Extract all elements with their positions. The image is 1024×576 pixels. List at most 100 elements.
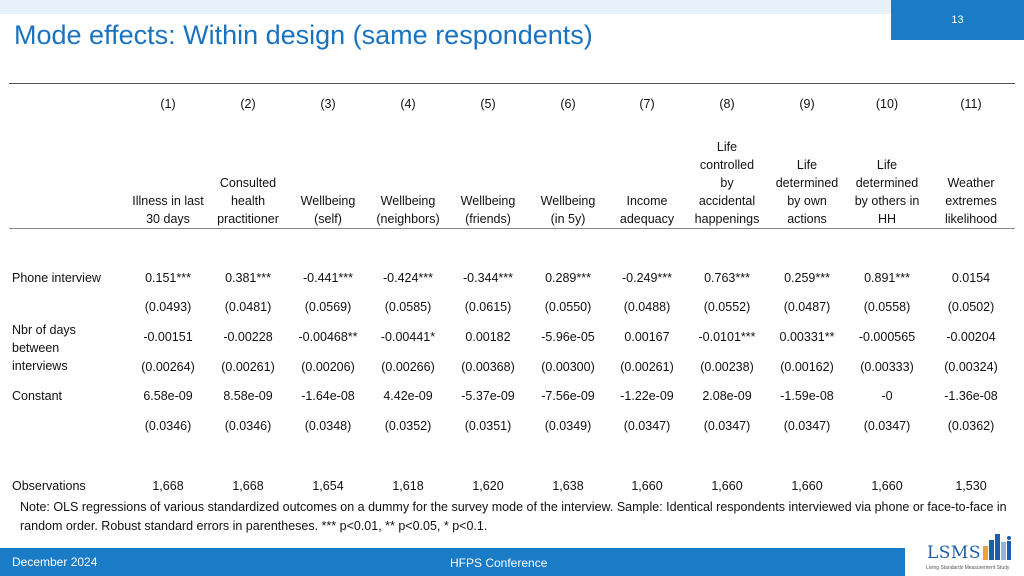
coefficient-cell: -1.22e-09: [620, 389, 674, 403]
row-label: Nbr of days between interviews: [12, 323, 76, 373]
column-header-line: likelihood: [944, 212, 998, 226]
std-error-cell: (0.00206): [301, 360, 355, 374]
lsms-logo-icon: [983, 534, 1011, 560]
column-header-line: HH: [877, 212, 897, 226]
observations-cell: 1,660: [791, 479, 823, 493]
column-header-line: practitioner: [217, 212, 279, 226]
coefficient-cell: -0: [881, 389, 893, 403]
column-header: Wellbeing (in 5y): [541, 192, 596, 228]
coefficient-cell: 0.259***: [784, 271, 830, 285]
column-header: Income adequacy: [620, 192, 674, 228]
coefficient-cell: 0.289***: [545, 271, 591, 285]
column-header-line: controlled: [699, 158, 755, 172]
std-error-cell: (0.0348): [304, 419, 352, 433]
observations-cell: 1,668: [232, 479, 264, 493]
column-header: Wellbeing (self): [301, 192, 356, 228]
std-error-cell: (0.0558): [863, 300, 911, 314]
column-number: (2): [240, 97, 256, 111]
coefficient-cell: 0.763***: [704, 271, 750, 285]
coefficient-cell: -1.64e-08: [301, 389, 355, 403]
column-number: (10): [875, 97, 899, 111]
observations-cell: 1,660: [631, 479, 663, 493]
std-error-cell: (0.0550): [544, 300, 592, 314]
coefficient-cell: 6.58e-09: [143, 389, 193, 403]
column-header: Weather extremes likelihood: [945, 174, 997, 228]
column-header: Illness in last 30 days: [132, 192, 204, 228]
column-number: (8): [719, 97, 735, 111]
std-error-cell: (0.0346): [224, 419, 272, 433]
std-error-cell: (0.0347): [623, 419, 671, 433]
coefficient-cell: -0.00228: [223, 330, 273, 344]
column-number: (11): [960, 97, 982, 111]
column-header-line: accidental: [698, 194, 756, 208]
coefficient-cell: 4.42e-09: [383, 389, 433, 403]
column-header: Wellbeing (friends): [461, 192, 516, 228]
column-number: (7): [639, 97, 655, 111]
observations-cell: 1,638: [552, 479, 584, 493]
column-header-line: (in 5y): [550, 212, 586, 226]
column-header-line: Life: [716, 140, 738, 154]
std-error-cell: (0.00300): [541, 360, 595, 374]
coefficient-cell: -0.441***: [302, 271, 354, 285]
std-error-cell: (0.00261): [221, 360, 275, 374]
coefficient-cell: 0.00182: [465, 330, 511, 344]
column-header-line: Consulted: [219, 176, 277, 190]
row-label: Phone interview: [12, 271, 101, 285]
column-header-line: health: [230, 194, 266, 208]
column-header-line: Wellbeing: [540, 194, 596, 208]
std-error-cell: (0.0569): [304, 300, 352, 314]
coefficient-cell: -0.00204: [946, 330, 996, 344]
column-header-line: 30 days: [146, 212, 190, 226]
table-header-rule: [9, 228, 1015, 229]
std-error-cell: (0.0362): [947, 419, 995, 433]
coefficient-cell: -5.96e-05: [541, 330, 595, 344]
coefficient-cell: -0.00468**: [298, 330, 358, 344]
column-header-line: determined: [775, 176, 839, 190]
column-header-line: Wellbeing: [380, 194, 436, 208]
top-band: [0, 0, 1024, 14]
std-error-cell: (0.00266): [381, 360, 435, 374]
std-error-cell: (0.00264): [141, 360, 195, 374]
coefficient-cell: -0.0101***: [698, 330, 756, 344]
std-error-cell: (0.0347): [703, 419, 751, 433]
observations-cell: 1,660: [871, 479, 903, 493]
footer-date: December 2024: [12, 555, 98, 569]
table-top-rule: [9, 83, 1015, 84]
coefficient-cell: 0.00167: [624, 330, 670, 344]
column-header-line: Life: [876, 158, 898, 172]
column-header-line: Wellbeing: [300, 194, 356, 208]
std-error-cell: (0.0585): [384, 300, 432, 314]
coefficient-cell: 0.00331**: [779, 330, 835, 344]
std-error-cell: (0.0351): [464, 419, 512, 433]
coefficient-cell: -0.344***: [462, 271, 514, 285]
std-error-cell: (0.0347): [783, 419, 831, 433]
column-header: Consulted health practitioner: [217, 174, 279, 228]
column-header-line: (self): [314, 212, 342, 226]
std-error-cell: (0.0493): [144, 300, 192, 314]
coefficient-cell: 0.151***: [145, 271, 191, 285]
footer-event: HFPS Conference: [450, 556, 548, 570]
std-error-cell: (0.0352): [384, 419, 432, 433]
column-header-line: happenings: [694, 212, 760, 226]
coefficient-cell: 0.381***: [225, 271, 271, 285]
std-error-cell: (0.0349): [544, 419, 592, 433]
column-number: (4): [400, 97, 416, 111]
coefficient-cell: -0.000565: [858, 330, 916, 344]
coefficient-cell: 0.0154: [951, 271, 991, 285]
coefficient-cell: -0.249***: [621, 271, 673, 285]
std-error-cell: (0.00368): [461, 360, 515, 374]
column-header-line: Weather: [947, 176, 995, 190]
column-number: (5): [480, 97, 496, 111]
column-header-line: (friends): [465, 212, 511, 226]
column-header: Life determined by own actions: [776, 156, 839, 228]
observations-cell: 1,620: [472, 479, 504, 493]
std-error-cell: (0.00261): [620, 360, 674, 374]
column-header-line: by: [720, 176, 734, 190]
column-header-line: Illness in last: [132, 194, 204, 208]
coefficient-cell: -5.37e-09: [461, 389, 515, 403]
observations-cell: 1,660: [711, 479, 743, 493]
observations-cell: 1,654: [312, 479, 344, 493]
coefficient-cell: 8.58e-09: [223, 389, 273, 403]
std-error-cell: (0.0346): [144, 419, 192, 433]
lsms-logo-subtext: Living Standards Measurement Study: [926, 565, 1010, 571]
